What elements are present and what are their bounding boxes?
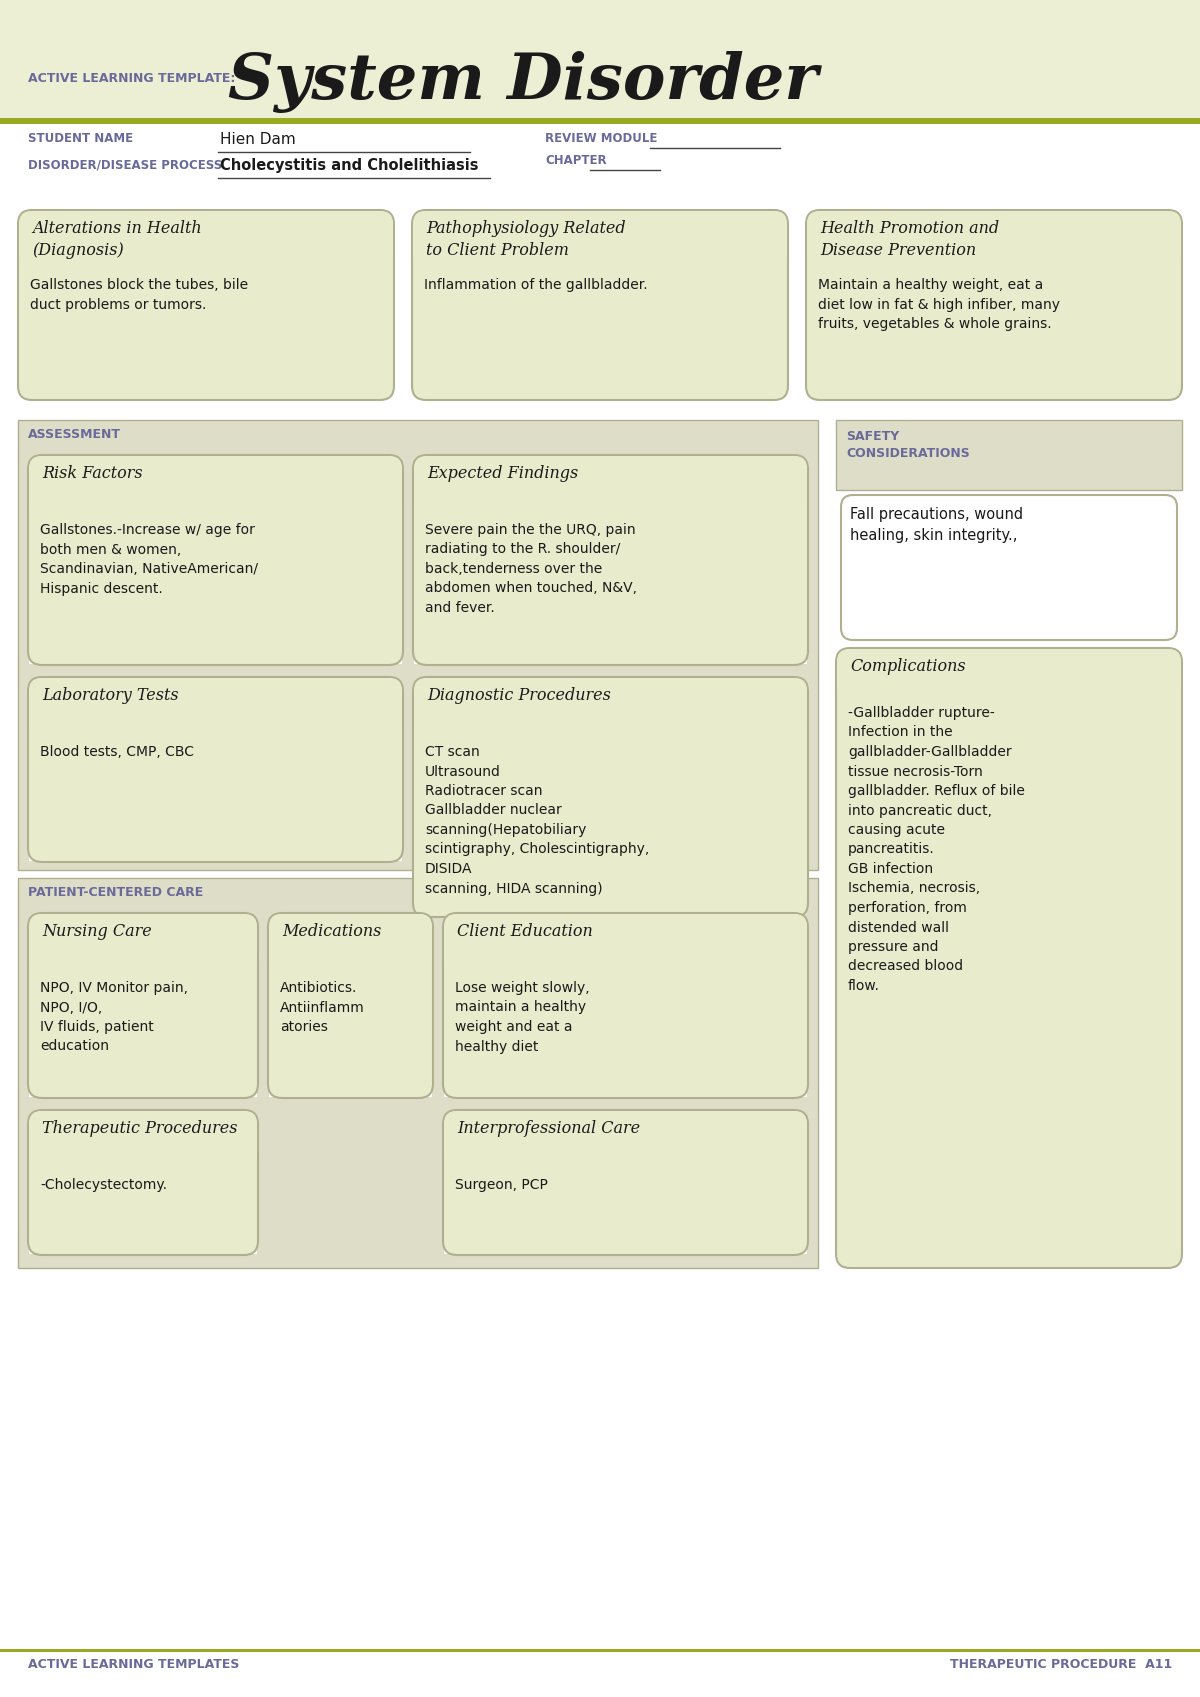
Text: Health Promotion and
Disease Prevention: Health Promotion and Disease Prevention [820,221,1000,260]
FancyBboxPatch shape [413,210,787,270]
FancyBboxPatch shape [18,210,394,400]
Bar [0,124,1200,202]
Text: Lose weight slowly,
maintain a healthy
weight and eat a
healthy diet: Lose weight slowly, maintain a healthy w… [455,981,589,1054]
Text: Maintain a healthy weight, eat a
diet low in fat & high infiber, many
fruits, ve: Maintain a healthy weight, eat a diet lo… [818,278,1060,331]
Bar [18,419,818,871]
Bar [0,1649,1200,1651]
Text: PATIENT-CENTERED CARE: PATIENT-CENTERED CARE [28,886,203,899]
Bar [414,735,808,916]
Bar [29,512,402,664]
Text: Hien Dam: Hien Dam [220,132,295,148]
Bar [29,1168,257,1254]
FancyBboxPatch shape [414,456,808,514]
Text: Cholecystitis and Cholelithiasis: Cholecystitis and Cholelithiasis [220,158,479,173]
Text: ASSESSMENT: ASSESSMENT [28,428,121,441]
Text: Surgeon, PCP: Surgeon, PCP [455,1178,548,1191]
Text: Laboratory Tests: Laboratory Tests [42,687,179,704]
Bar [836,419,1182,490]
FancyBboxPatch shape [444,1112,808,1169]
Text: Fall precautions, wound
healing, skin integrity.,: Fall precautions, wound healing, skin in… [850,507,1024,543]
FancyBboxPatch shape [29,915,257,972]
FancyBboxPatch shape [414,679,808,736]
Text: Risk Factors: Risk Factors [42,465,143,482]
Text: Pathophysiology Related
to Client Problem: Pathophysiology Related to Client Proble… [426,221,625,260]
FancyBboxPatch shape [841,496,1177,640]
FancyBboxPatch shape [412,210,788,400]
FancyBboxPatch shape [836,648,1182,1268]
FancyBboxPatch shape [29,1112,257,1169]
Text: Gallstones.-Increase w/ age for
both men & women,
Scandinavian, NativeAmerican/
: Gallstones.-Increase w/ age for both men… [40,523,258,596]
FancyBboxPatch shape [28,913,258,1098]
Text: Blood tests, CMP, CBC: Blood tests, CMP, CBC [40,745,194,759]
Text: Gallstones block the tubes, bile
duct problems or tumors.: Gallstones block the tubes, bile duct pr… [30,278,248,312]
Text: Interprofessional Care: Interprofessional Care [457,1120,640,1137]
Text: Diagnostic Procedures: Diagnostic Procedures [427,687,611,704]
FancyBboxPatch shape [808,210,1181,270]
Bar [29,735,402,860]
Text: Therapeutic Procedures: Therapeutic Procedures [42,1120,238,1137]
Bar [18,877,818,1268]
Text: DISORDER/DISEASE PROCESS: DISORDER/DISEASE PROCESS [28,158,222,171]
Text: Inflammation of the gallbladder.: Inflammation of the gallbladder. [424,278,648,292]
FancyBboxPatch shape [443,913,808,1098]
Bar [808,268,1181,399]
FancyBboxPatch shape [28,1110,258,1256]
Text: REVIEW MODULE: REVIEW MODULE [545,132,658,144]
Text: ACTIVE LEARNING TEMPLATES: ACTIVE LEARNING TEMPLATES [28,1658,239,1670]
Text: Alterations in Health
(Diagnosis): Alterations in Health (Diagnosis) [32,221,202,260]
Text: Medications: Medications [282,923,382,940]
Bar [444,1168,808,1254]
Bar [0,0,1200,120]
FancyBboxPatch shape [19,210,394,270]
FancyBboxPatch shape [806,210,1182,400]
Bar [444,971,808,1096]
FancyBboxPatch shape [413,677,808,916]
FancyBboxPatch shape [28,677,403,862]
Text: System Disorder: System Disorder [228,51,818,114]
Text: ACTIVE LEARNING TEMPLATE:: ACTIVE LEARNING TEMPLATE: [28,71,235,85]
Text: Antibiotics.
Antiinflamm
atories: Antibiotics. Antiinflamm atories [280,981,365,1033]
FancyBboxPatch shape [268,913,433,1098]
Text: -Cholecystectomy.: -Cholecystectomy. [40,1178,167,1191]
FancyBboxPatch shape [444,915,808,972]
Bar [413,268,787,399]
Text: Complications: Complications [850,658,966,675]
Bar [838,696,1181,1268]
FancyBboxPatch shape [29,679,402,736]
Text: -Gallbladder rupture-
Infection in the
gallbladder-Gallbladder
tissue necrosis-T: -Gallbladder rupture- Infection in the g… [848,706,1025,993]
Bar [29,971,257,1096]
Text: NPO, IV Monitor pain,
NPO, I/O,
IV fluids, patient
education: NPO, IV Monitor pain, NPO, I/O, IV fluid… [40,981,188,1054]
Bar [269,971,432,1096]
FancyBboxPatch shape [269,915,432,972]
Text: CHAPTER: CHAPTER [545,154,607,166]
Bar [19,268,394,399]
FancyBboxPatch shape [413,455,808,665]
Text: Client Education: Client Education [457,923,593,940]
Text: Expected Findings: Expected Findings [427,465,578,482]
Text: STUDENT NAME: STUDENT NAME [28,132,133,144]
Text: Nursing Care: Nursing Care [42,923,151,940]
Text: CT scan
Ultrasound
Radiotracer scan
Gallbladder nuclear
scanning(Hepatobiliary
s: CT scan Ultrasound Radiotracer scan Gall… [425,745,649,896]
FancyBboxPatch shape [28,455,403,665]
Text: THERAPEUTIC PROCEDURE  A11: THERAPEUTIC PROCEDURE A11 [949,1658,1172,1670]
FancyBboxPatch shape [443,1110,808,1256]
FancyBboxPatch shape [29,456,402,514]
Bar [414,512,808,664]
Text: SAFETY
CONSIDERATIONS: SAFETY CONSIDERATIONS [846,429,970,460]
Text: Severe pain the the URQ, pain
radiating to the R. shoulder/
back,tenderness over: Severe pain the the URQ, pain radiating … [425,523,637,614]
Bar [0,119,1200,124]
FancyBboxPatch shape [838,648,1181,697]
